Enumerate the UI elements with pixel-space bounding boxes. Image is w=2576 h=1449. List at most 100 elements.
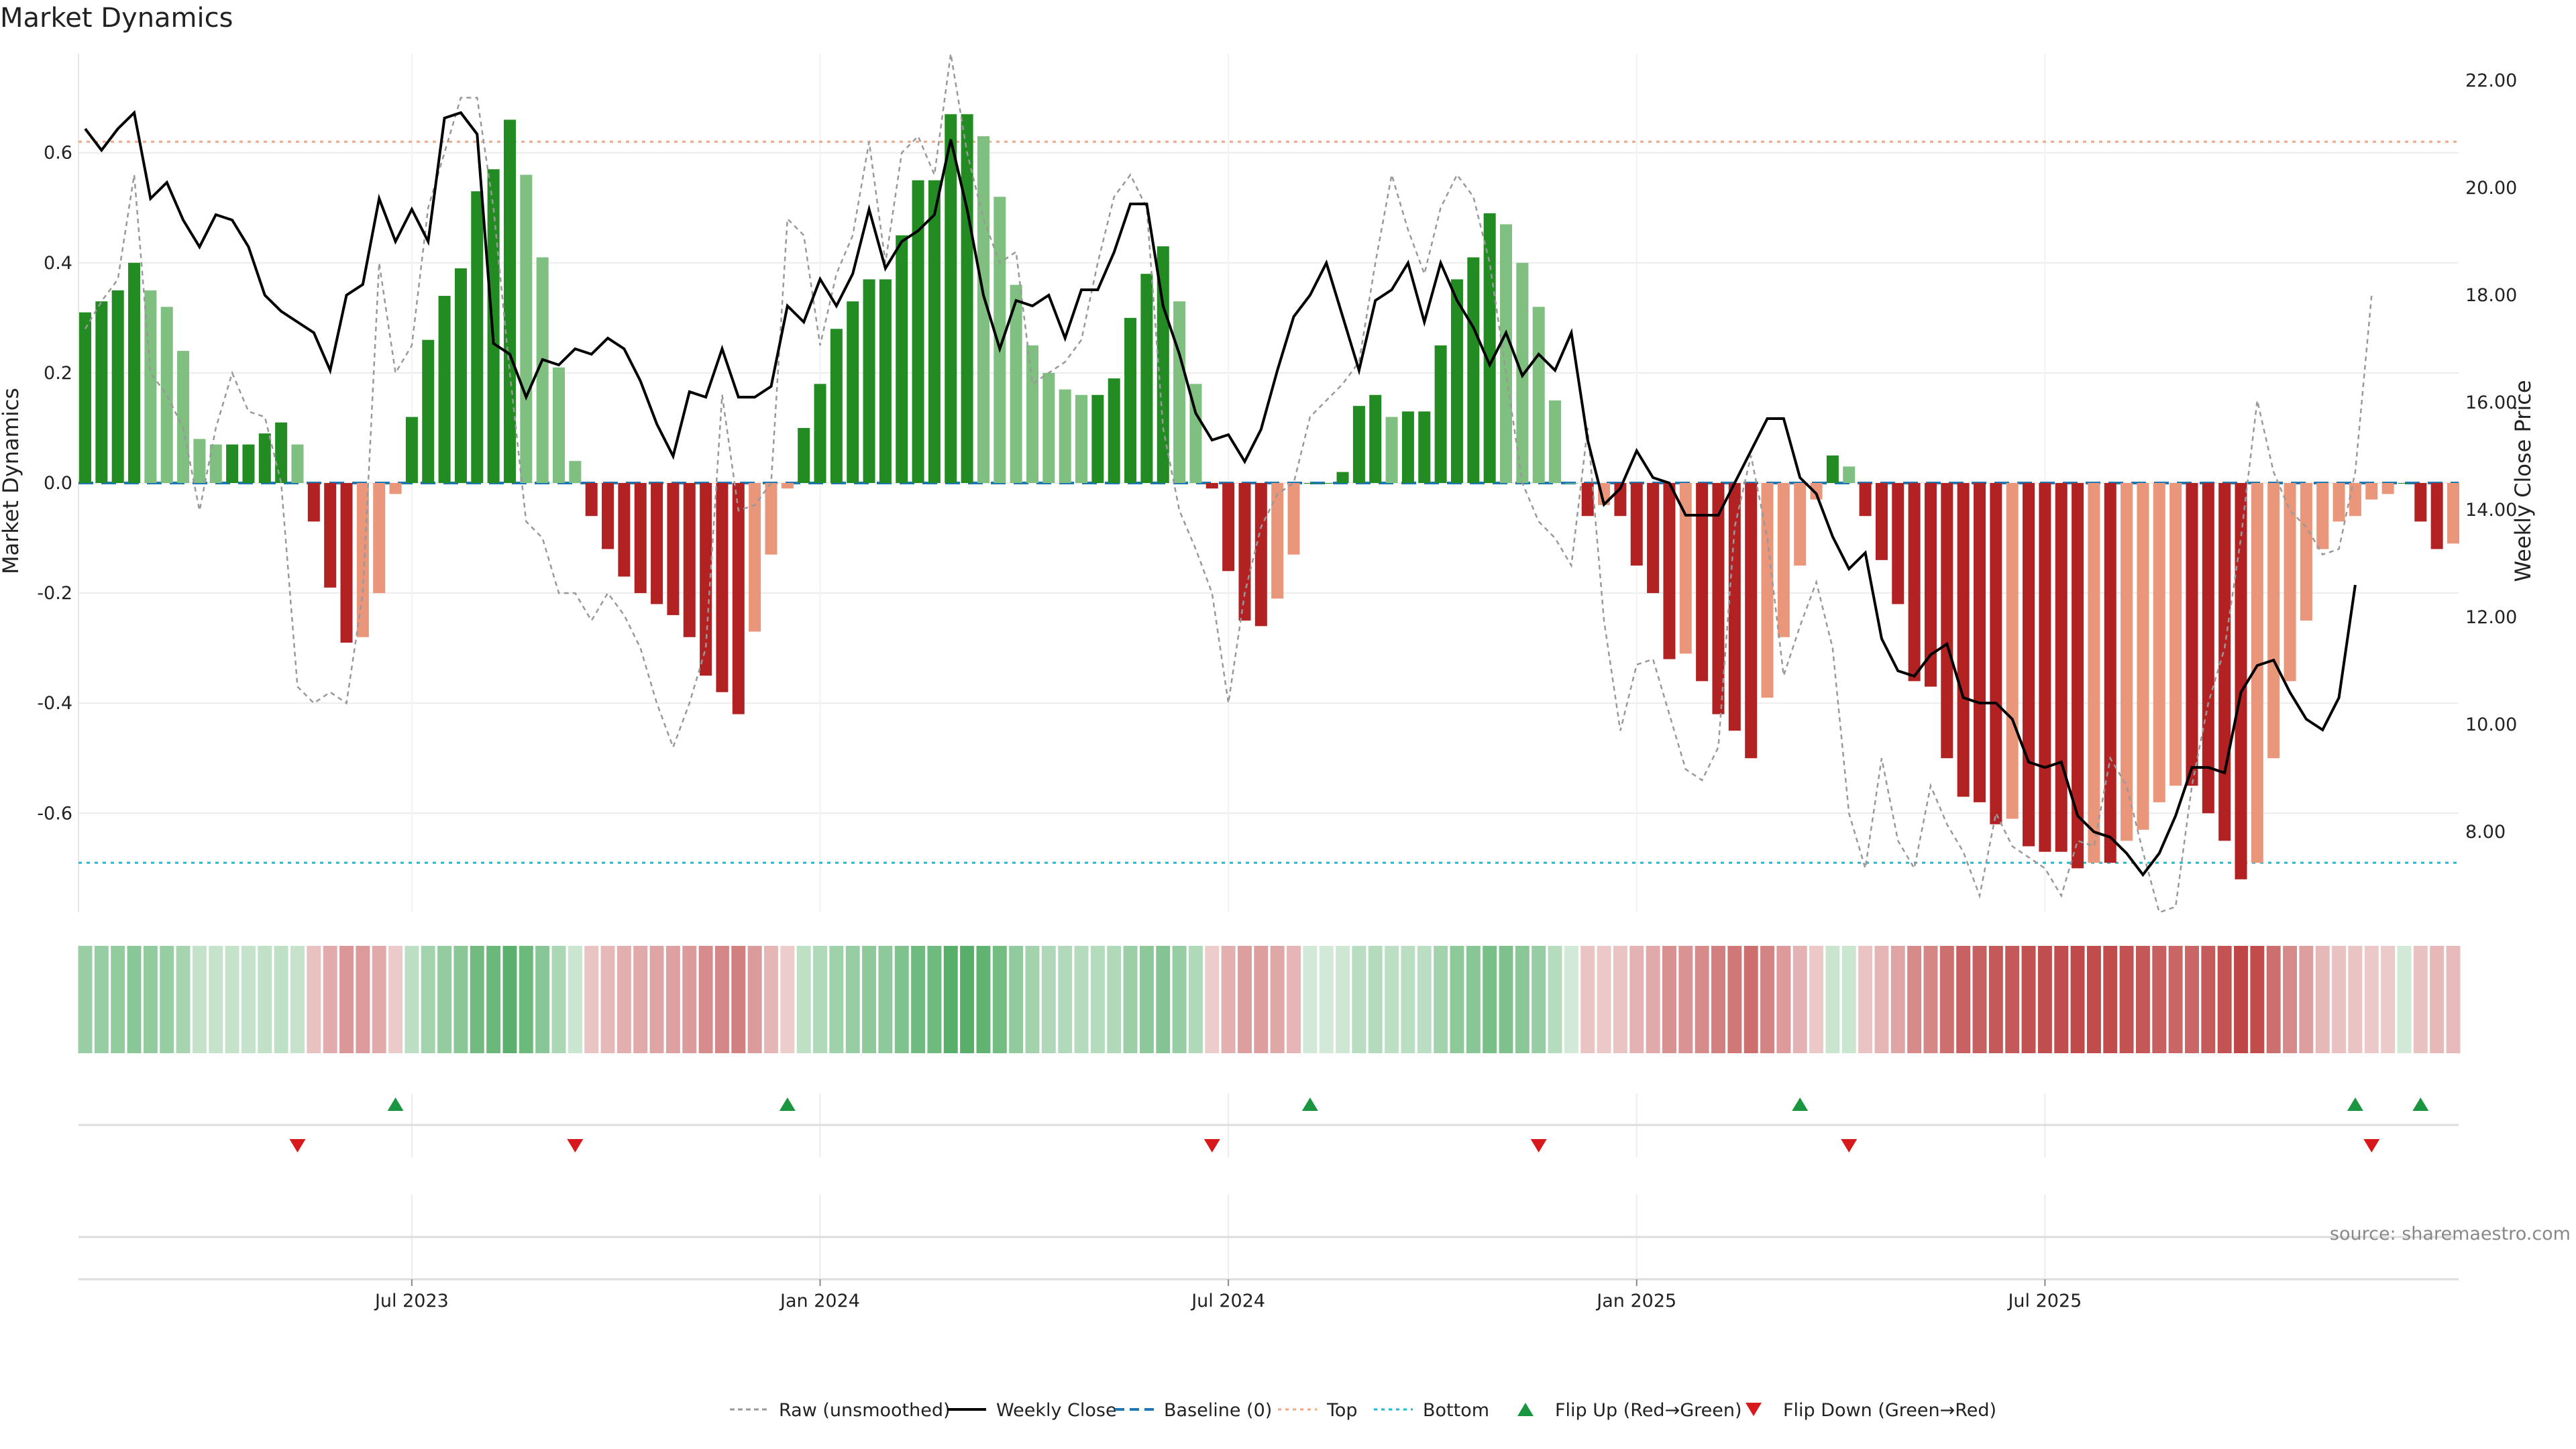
heat-cell (1434, 946, 1448, 1053)
dynamics-bar (602, 483, 614, 549)
dynamics-bar (2072, 483, 2084, 869)
heat-cell (372, 946, 386, 1053)
heat-cell (1711, 946, 1725, 1053)
dynamics-bar (128, 262, 141, 483)
heat-cell (290, 946, 305, 1053)
heat-cell (665, 946, 680, 1053)
x-axis-ticks: Jul 2023 Jan 2024 Jul 2024 Jan 2025 Jul 2025 (78, 1278, 2459, 1311)
heat-cell (1678, 946, 1693, 1053)
heat-cell (2201, 946, 2216, 1053)
x-tick-label: Jul 2025 (2006, 1291, 2082, 1311)
dynamics-bar (487, 169, 500, 484)
dynamics-bar (2251, 483, 2263, 863)
heat-cell (1923, 946, 1938, 1053)
dynamics-bar (1205, 483, 1218, 489)
heat-cell (1597, 946, 1611, 1053)
dynamics-bar (1712, 483, 1725, 714)
dynamics-bar (226, 444, 239, 483)
dynamics-bar (1679, 483, 1692, 654)
heat-cell (1156, 946, 1171, 1053)
heat-cell (813, 946, 827, 1053)
legend-label: Top (1326, 1400, 1358, 1421)
dynamics-bar (520, 174, 533, 483)
dynamics-bar (144, 290, 157, 483)
heat-cell (747, 946, 762, 1053)
right-axis-label: Weekly Close Price (2510, 380, 2536, 582)
flip-down-marker (289, 1139, 306, 1152)
heat-cell (1483, 946, 1497, 1053)
dynamics-bar (847, 301, 859, 483)
heat-cell (1580, 946, 1595, 1053)
heat-cell (2037, 946, 2052, 1053)
dynamics-bar (1075, 394, 1088, 483)
heat-cell (584, 946, 599, 1053)
dynamics-bar (471, 191, 484, 483)
empty-panel (78, 1194, 2459, 1278)
dynamics-bar (1369, 394, 1382, 483)
dynamics-bar (977, 136, 989, 484)
heat-cell (649, 946, 664, 1053)
dynamics-bar (1581, 483, 1594, 517)
dynamics-bar (1467, 257, 1480, 483)
flip-down-marker (1841, 1139, 1858, 1152)
heat-cell (1009, 946, 1024, 1053)
heat-cell (714, 946, 729, 1053)
dynamics-bar (1303, 483, 1316, 484)
heat-cell (1074, 946, 1089, 1053)
dynamics-bar (928, 180, 941, 483)
dynamics-bar (1108, 378, 1120, 483)
heat-cell (943, 946, 958, 1053)
dynamics-bar (814, 384, 826, 483)
legend-item: Baseline (0) (1115, 1400, 1272, 1421)
heat-cell (502, 946, 517, 1053)
legend-label: Baseline (0) (1164, 1400, 1272, 1421)
heat-cell (1646, 946, 1660, 1053)
heat-cell (2332, 946, 2347, 1053)
heat-cell (1221, 946, 1236, 1053)
heat-cell (405, 946, 419, 1053)
heat-cell (2119, 946, 2134, 1053)
heat-cell (2397, 946, 2412, 1053)
dynamics-bar (2267, 483, 2280, 759)
heat-cell (2364, 946, 2379, 1053)
dynamics-bar (422, 339, 435, 483)
dynamics-bar (340, 483, 353, 643)
right-tick-label: 12.00 (2465, 607, 2517, 628)
legend-item: Bottom (1374, 1400, 1489, 1421)
x-tick-label: Jul 2024 (1190, 1291, 1265, 1311)
heat-cell (2152, 946, 2167, 1053)
dynamics-bar (732, 483, 745, 714)
heat-cell (1613, 946, 1627, 1053)
dynamics-bar (373, 483, 386, 594)
dynamics-bar (1173, 301, 1186, 483)
dynamics-bar (209, 444, 222, 483)
dynamics-bar (2169, 483, 2182, 786)
dynamics-bar (2349, 483, 2361, 517)
dynamics-bar (2447, 483, 2460, 544)
heat-cell (1466, 946, 1481, 1053)
flip-down-marker (2363, 1139, 2380, 1152)
dynamics-bar (1549, 400, 1562, 483)
dynamics-bar (1761, 483, 1774, 698)
dynamics-bar (667, 483, 680, 615)
heat-cell (111, 946, 125, 1053)
dynamics-bar (1843, 466, 1856, 483)
heat-cell (878, 946, 893, 1053)
left-tick-label: 0.0 (44, 473, 72, 494)
dynamics-bar (307, 483, 320, 522)
dynamics-bar (1124, 317, 1137, 483)
heat-cell (127, 946, 142, 1053)
heat-cell (2185, 946, 2199, 1053)
heat-cell (1041, 946, 1056, 1053)
heat-cell (160, 946, 174, 1053)
dynamics-bar (1238, 483, 1251, 621)
legend-label: Raw (unsmoothed) (779, 1400, 951, 1421)
dynamics-bar (2365, 483, 2378, 500)
legend-label: Flip Up (Red→Green) (1555, 1400, 1742, 1421)
heat-cell (225, 946, 239, 1053)
heat-cell (1336, 946, 1350, 1053)
flip-up-marker (2412, 1097, 2429, 1111)
dynamics-bar (1941, 483, 1953, 759)
heat-cell (551, 946, 566, 1053)
